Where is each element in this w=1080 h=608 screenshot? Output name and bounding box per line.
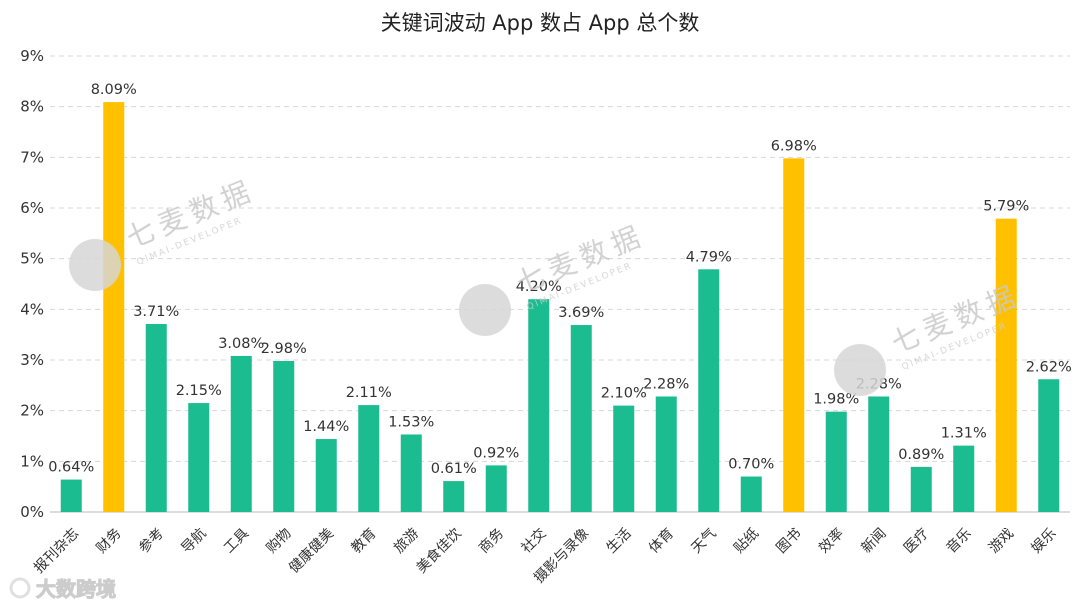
y-tick-label: 7% [20, 148, 44, 166]
bar-贴纸 [740, 476, 762, 512]
bar-参考 [145, 324, 167, 512]
x-axis-ticks: 报刊杂志 财务 参考 导航 工具 购物健康健美 教育 旅游美食佳饮 商务 社交摄影与录像 生活 体育天… [31, 525, 1059, 587]
x-tick-label: 财务 [93, 526, 124, 557]
data-label: 4.20% [516, 279, 562, 295]
x-tick-label: 新闻 [858, 526, 889, 557]
data-label: 4.79% [686, 249, 732, 265]
data-label: 0.70% [728, 457, 774, 473]
x-tick-label: 贴纸 [731, 526, 762, 557]
data-label: 2.11% [346, 385, 392, 401]
y-tick-label: 4% [20, 300, 44, 318]
y-tick-label: 8% [20, 98, 44, 116]
x-tick-label: 音乐 [943, 525, 975, 557]
data-label: 1.53% [388, 414, 434, 430]
x-tick-label: 健康健美 [285, 525, 337, 577]
y-tick-label: 5% [20, 250, 44, 268]
data-label: 2.62% [1026, 359, 1072, 375]
brand-logo-icon [9, 577, 31, 599]
y-tick-label: 6% [20, 199, 44, 217]
cat-logo-icon [459, 284, 511, 336]
bar-游戏 [995, 218, 1017, 512]
cat-logo-icon [69, 239, 121, 291]
x-tick-label: 购物 [263, 526, 294, 557]
source-logo-text: 大数跨境 [36, 577, 116, 601]
data-label: 1.31% [941, 426, 987, 442]
bar-娱乐 [1038, 379, 1060, 512]
x-tick-label: 图书 [773, 526, 804, 557]
data-label: 0.89% [898, 447, 944, 463]
data-label: 3.71% [133, 304, 179, 320]
x-tick-label: 娱乐 [1028, 526, 1059, 557]
data-label: 3.69% [558, 305, 604, 321]
x-tick-label: 报刊杂志 [31, 526, 82, 577]
data-label: 2.15% [176, 383, 222, 399]
bar-教育 [358, 405, 380, 512]
y-axis-ticks: 0% 1% 2% 3% 4% 5% 6% 7% 8% 9% [20, 47, 44, 521]
bar-摄影与录像 [570, 325, 592, 512]
bar-报刊杂志 [60, 479, 82, 512]
x-tick-label: 体育 [646, 526, 677, 557]
x-tick-label: 天气 [688, 526, 719, 557]
x-tick-label: 游戏 [986, 526, 1017, 557]
data-label: 0.61% [431, 461, 477, 477]
data-label: 6.98% [771, 138, 817, 154]
y-tick-label: 1% [20, 452, 44, 470]
x-tick-label: 参考 [135, 525, 167, 557]
x-tick-label: 效率 [815, 525, 847, 557]
y-tick-label: 0% [20, 503, 44, 521]
bar-医疗 [910, 466, 932, 512]
bar-商务 [485, 465, 507, 512]
data-label: 1.98% [813, 392, 859, 408]
bar-健康健美 [315, 439, 337, 512]
cat-logo-icon [834, 344, 886, 396]
data-label: 2.10% [601, 386, 647, 402]
bar-图书 [783, 158, 805, 512]
bar-天气 [698, 269, 720, 512]
data-label: 3.08% [218, 336, 264, 352]
bar-旅游 [400, 434, 422, 512]
source-logo: 大数跨境 [9, 577, 117, 602]
bar-体育 [655, 396, 677, 512]
data-label: 1.44% [303, 419, 349, 435]
data-label: 0.64% [48, 460, 94, 476]
chart-title: 关键词波动 App 数占 App 总个数 [381, 11, 700, 35]
bar-音乐 [953, 445, 975, 512]
data-label: 5.79% [983, 199, 1029, 215]
x-tick-label: 美食佳饮 [413, 525, 465, 577]
data-label: 2.98% [261, 341, 307, 357]
bar-导航 [188, 403, 210, 512]
y-tick-label: 3% [20, 351, 44, 369]
y-tick-label: 9% [20, 47, 44, 65]
bar-社交 [528, 299, 550, 512]
x-tick-label: 社交 [518, 525, 550, 557]
bar-生活 [613, 405, 635, 512]
x-tick-label: 商务 [476, 526, 507, 557]
y-tick-label: 2% [20, 402, 44, 420]
bar-美食佳饮 [443, 481, 465, 512]
bar-新闻 [868, 396, 890, 512]
bar-工具 [230, 355, 252, 512]
bar-购物 [273, 361, 295, 512]
x-tick-label: 旅游 [391, 526, 422, 557]
gridlines [50, 55, 1070, 513]
bar-效率 [825, 411, 847, 512]
data-label: 2.28% [643, 376, 689, 392]
x-tick-label: 生活 [603, 526, 634, 557]
bar-财务 [103, 102, 125, 513]
bars [60, 102, 1060, 513]
data-label: 8.09% [91, 82, 137, 98]
x-tick-label: 工具 [221, 526, 252, 557]
x-tick-label: 教育 [348, 526, 379, 557]
data-label: 0.92% [473, 445, 519, 461]
x-tick-label: 导航 [178, 526, 209, 557]
x-tick-label: 医疗 [901, 526, 932, 557]
